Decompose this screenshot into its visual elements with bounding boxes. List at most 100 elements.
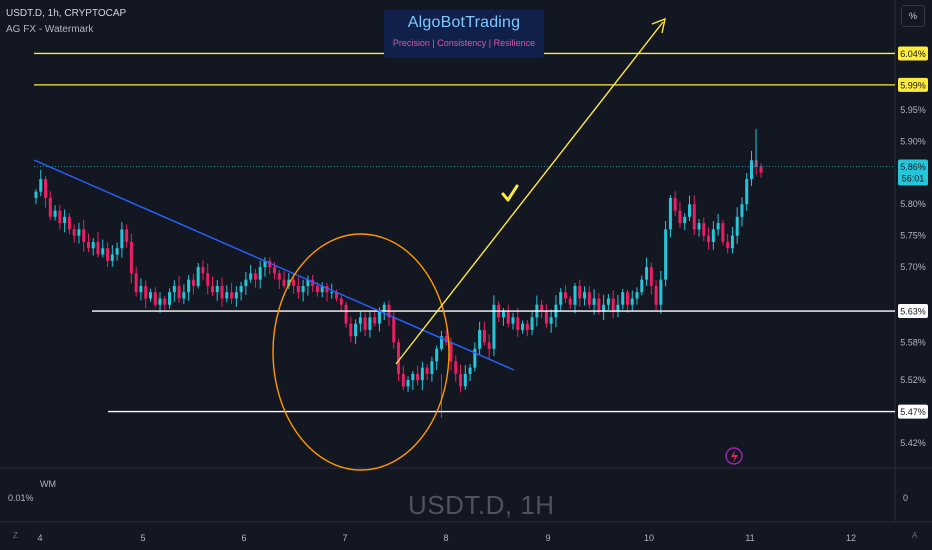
candle-body — [664, 229, 668, 280]
time-tick-label: 7 — [342, 533, 347, 543]
time-tick-label: 4 — [37, 533, 42, 543]
candle — [406, 376, 410, 392]
candle-body — [48, 197, 52, 217]
candle-body — [315, 285, 319, 293]
candle-body — [516, 317, 520, 330]
candle — [668, 195, 672, 238]
candle — [525, 319, 529, 337]
candle-body — [139, 285, 143, 293]
candle-body — [249, 273, 253, 280]
candle-body — [239, 285, 243, 293]
indicator-label[interactable]: AG FX - Watermark — [6, 24, 94, 35]
candle-body — [401, 373, 405, 387]
candle-body — [206, 273, 210, 286]
candle — [392, 310, 396, 349]
candle — [630, 290, 634, 311]
candle-body — [683, 216, 687, 224]
candle-body — [468, 367, 472, 374]
time-tick-label: 11 — [745, 533, 754, 543]
candle-body — [649, 267, 653, 286]
candle — [306, 275, 310, 296]
candle-body — [339, 298, 343, 305]
candle-body — [86, 241, 90, 249]
candle-body — [716, 223, 720, 230]
candle — [664, 221, 668, 287]
candle-body — [501, 311, 505, 318]
candle — [354, 319, 358, 345]
candle-body — [411, 373, 415, 381]
lightning-icon — [725, 447, 743, 465]
candle — [48, 191, 52, 220]
candle — [72, 224, 76, 243]
candle-body — [287, 279, 291, 286]
candle-body — [735, 216, 739, 236]
candle-body — [640, 279, 644, 293]
candle-body — [148, 292, 152, 299]
percent-scale-button[interactable]: % — [901, 5, 925, 27]
candle-body — [625, 292, 629, 305]
candle — [463, 365, 467, 391]
candle — [521, 320, 525, 334]
price-tick-label: 5.95% — [900, 105, 926, 115]
candle-body — [77, 229, 81, 236]
level-tag-label: 6.04% — [900, 49, 926, 59]
candle — [125, 224, 129, 248]
candle-body — [482, 329, 486, 343]
candle — [673, 191, 677, 217]
level-tag — [898, 404, 928, 419]
candle-body — [397, 342, 401, 374]
candle — [516, 307, 520, 337]
candle — [368, 312, 372, 338]
candle — [544, 304, 548, 329]
candle-body — [392, 317, 396, 343]
candle — [583, 286, 587, 306]
candle — [225, 285, 229, 303]
candle — [492, 295, 496, 356]
candle-body — [368, 317, 372, 330]
candle — [215, 279, 219, 301]
candle — [468, 364, 472, 382]
candle — [411, 371, 415, 391]
candle-body — [730, 235, 734, 249]
target-arrow — [395, 21, 664, 365]
highlight-circle — [272, 233, 450, 471]
candle-body — [721, 223, 725, 242]
candle-body — [110, 254, 114, 261]
price-tick-label: 5.52% — [900, 375, 926, 385]
symbol-line[interactable]: USDT.D, 1h, CRYPTOCAP — [6, 8, 127, 19]
candle — [163, 295, 167, 310]
candle — [683, 213, 687, 231]
footer-left-letter[interactable]: Z — [13, 531, 18, 540]
candle-body — [740, 204, 744, 217]
candle-body — [292, 279, 296, 286]
candle — [191, 273, 195, 295]
candle — [444, 330, 448, 346]
candle-body — [459, 373, 463, 387]
candle — [182, 284, 186, 305]
candle-body — [325, 285, 329, 293]
symbol-watermark: USDT.D, 1H — [408, 490, 555, 520]
candle-body — [568, 298, 572, 305]
footer-right-letter[interactable]: A — [912, 531, 918, 540]
candle-body — [258, 267, 262, 280]
candle-body — [645, 267, 649, 280]
candle — [339, 295, 343, 312]
candle-body — [606, 298, 610, 305]
brand-box: AlgoBotTrading Precision | Consistency |… — [384, 10, 544, 58]
candle — [39, 169, 43, 197]
candle — [120, 222, 124, 258]
candle — [530, 311, 534, 336]
candle-body — [616, 304, 620, 312]
candle — [301, 279, 305, 302]
candle — [44, 176, 48, 208]
time-tick-label: 6 — [241, 533, 246, 543]
candle-body — [745, 179, 749, 205]
candle-body — [172, 285, 176, 293]
candle — [587, 286, 591, 310]
candle-body — [301, 285, 305, 293]
candle — [53, 205, 57, 221]
candle — [435, 345, 439, 371]
candle-body — [630, 298, 634, 305]
